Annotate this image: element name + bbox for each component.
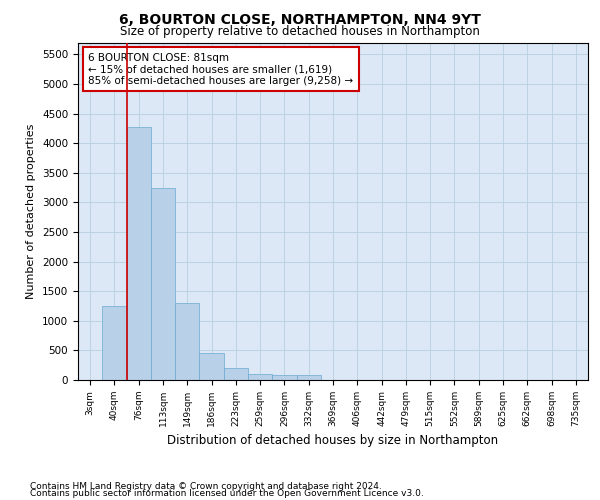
Y-axis label: Number of detached properties: Number of detached properties bbox=[26, 124, 37, 299]
Text: Size of property relative to detached houses in Northampton: Size of property relative to detached ho… bbox=[120, 25, 480, 38]
Text: Contains public sector information licensed under the Open Government Licence v3: Contains public sector information licen… bbox=[30, 490, 424, 498]
Text: 6 BOURTON CLOSE: 81sqm
← 15% of detached houses are smaller (1,619)
85% of semi-: 6 BOURTON CLOSE: 81sqm ← 15% of detached… bbox=[88, 52, 353, 86]
Bar bbox=[296, 376, 321, 380]
Bar bbox=[127, 126, 151, 380]
Bar bbox=[175, 303, 199, 380]
Bar bbox=[224, 368, 248, 380]
Bar bbox=[151, 188, 175, 380]
Bar bbox=[272, 376, 296, 380]
Text: Contains HM Land Registry data © Crown copyright and database right 2024.: Contains HM Land Registry data © Crown c… bbox=[30, 482, 382, 491]
Bar bbox=[102, 306, 127, 380]
X-axis label: Distribution of detached houses by size in Northampton: Distribution of detached houses by size … bbox=[167, 434, 499, 448]
Bar bbox=[199, 354, 224, 380]
Bar bbox=[248, 374, 272, 380]
Text: 6, BOURTON CLOSE, NORTHAMPTON, NN4 9YT: 6, BOURTON CLOSE, NORTHAMPTON, NN4 9YT bbox=[119, 12, 481, 26]
